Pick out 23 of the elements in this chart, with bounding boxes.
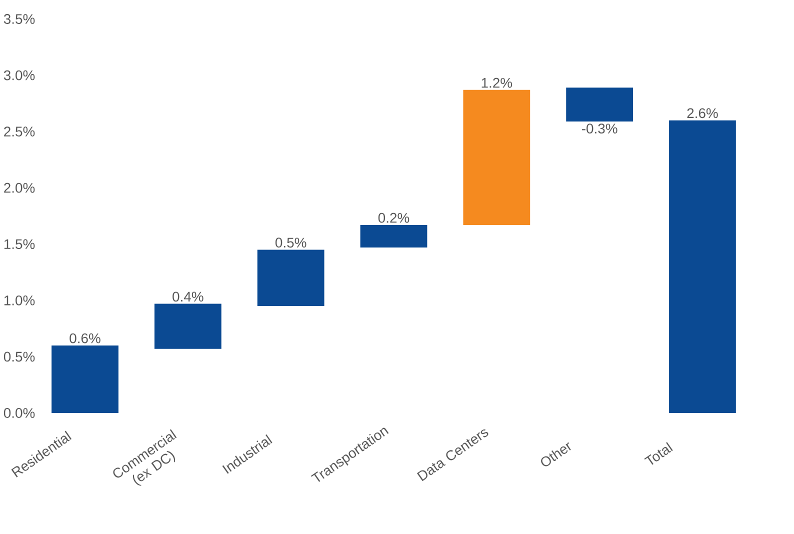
data-label: -0.3%: [582, 124, 618, 134]
data-label: 0.2%: [378, 212, 410, 223]
bar: [669, 120, 736, 413]
y-tick-label: 1.5%: [4, 239, 35, 250]
y-tick-label: 3.0%: [4, 70, 35, 80]
data-label: 0.5%: [275, 238, 306, 248]
bar: [257, 250, 324, 306]
y-tick-label: 0.0%: [4, 408, 35, 418]
bar: [566, 88, 634, 122]
y-tick-label: 2.0%: [4, 182, 35, 193]
y-tick-label: 0.5%: [4, 352, 35, 362]
bar: [154, 304, 222, 349]
bar: [463, 90, 530, 226]
y-tick-label: 2.5%: [4, 126, 35, 137]
data-label: 0.4%: [172, 292, 204, 302]
y-tick-label: 1.0%: [4, 295, 35, 306]
bar: [360, 225, 428, 248]
data-label: 1.2%: [482, 78, 512, 88]
data-label: 2.6%: [687, 108, 718, 118]
bar: [52, 345, 118, 413]
data-label: 0.6%: [70, 333, 100, 344]
x-tick-label: Total: [644, 442, 673, 465]
y-tick-label: 3.5%: [4, 14, 35, 24]
